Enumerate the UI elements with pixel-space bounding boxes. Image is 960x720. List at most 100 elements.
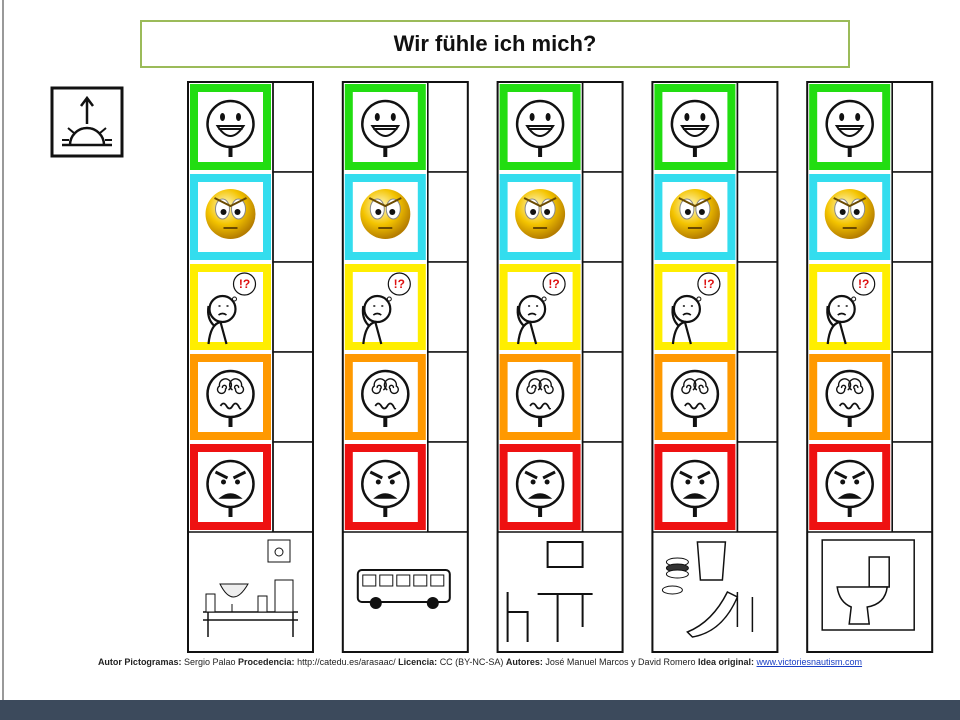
checkbox[interactable] bbox=[427, 351, 469, 443]
spiral bbox=[538, 378, 554, 395]
bus-window bbox=[430, 574, 445, 587]
checkbox[interactable] bbox=[272, 261, 314, 353]
credit-label: Autores: bbox=[505, 657, 543, 667]
eye bbox=[544, 479, 550, 485]
checkbox[interactable] bbox=[581, 261, 624, 353]
brow bbox=[834, 470, 866, 480]
mouth bbox=[684, 402, 706, 410]
column-border bbox=[806, 81, 934, 653]
sun-icon bbox=[50, 86, 124, 158]
spiral bbox=[383, 378, 399, 395]
checkbox[interactable] bbox=[891, 171, 933, 263]
glass bbox=[205, 593, 216, 613]
day-column: !? bbox=[806, 81, 934, 653]
wheel bbox=[369, 597, 382, 609]
pupil bbox=[544, 209, 551, 215]
slide bbox=[686, 590, 754, 638]
credit-link[interactable]: www.victoriesnautism.com bbox=[756, 657, 863, 667]
credit-text: José Manuel Marcos y David Romero bbox=[545, 657, 696, 667]
checkbox[interactable] bbox=[736, 441, 779, 533]
eye bbox=[236, 113, 241, 121]
frame bbox=[821, 539, 915, 631]
features bbox=[372, 305, 384, 316]
checkbox[interactable] bbox=[581, 441, 624, 533]
checkbox[interactable] bbox=[581, 81, 624, 173]
toilet bbox=[836, 586, 889, 625]
checkbox[interactable] bbox=[581, 171, 624, 263]
pupil bbox=[375, 209, 382, 215]
bus-window bbox=[379, 574, 394, 587]
spiral bbox=[836, 378, 852, 395]
spiral bbox=[216, 378, 233, 395]
tank bbox=[868, 556, 890, 588]
column-border bbox=[341, 81, 469, 653]
checkbox[interactable] bbox=[736, 171, 779, 263]
bubble bbox=[387, 272, 411, 296]
spiral bbox=[228, 378, 245, 395]
credit-text: CC (BY-NC-SA) bbox=[439, 657, 504, 667]
checkbox[interactable] bbox=[272, 441, 314, 533]
head bbox=[363, 294, 392, 324]
checkbox[interactable] bbox=[272, 81, 314, 173]
pupil bbox=[839, 209, 846, 215]
mouth bbox=[219, 402, 242, 410]
eye bbox=[529, 113, 535, 121]
eye bbox=[700, 113, 706, 121]
day-column: !? bbox=[496, 81, 624, 653]
checkbox[interactable] bbox=[891, 351, 933, 443]
bubble-text: !? bbox=[548, 277, 559, 291]
eye bbox=[684, 113, 690, 121]
checkbox[interactable] bbox=[891, 81, 933, 173]
brow bbox=[523, 197, 557, 208]
taskbar-strip bbox=[0, 700, 960, 720]
eye bbox=[220, 113, 225, 121]
plate bbox=[661, 585, 683, 595]
pupil bbox=[389, 209, 396, 215]
eye bbox=[839, 113, 845, 121]
features bbox=[837, 305, 848, 316]
mouth bbox=[529, 402, 551, 410]
bubble-dot bbox=[386, 296, 392, 302]
mouth bbox=[837, 493, 862, 499]
mouth bbox=[834, 125, 865, 137]
checkbox[interactable] bbox=[891, 261, 933, 353]
checkbox[interactable] bbox=[736, 81, 779, 173]
checkbox[interactable] bbox=[272, 171, 314, 263]
glass bbox=[696, 541, 727, 581]
checkbox[interactable] bbox=[427, 441, 469, 533]
checkbox[interactable] bbox=[427, 171, 469, 263]
credit-text: Sergio Palao bbox=[183, 657, 236, 667]
credit-label: Procedencia: bbox=[238, 657, 295, 667]
spiral bbox=[848, 378, 864, 395]
bus-window bbox=[413, 574, 428, 587]
checkbox[interactable] bbox=[581, 351, 624, 443]
body bbox=[361, 305, 383, 345]
eye bbox=[854, 479, 860, 485]
eye bbox=[374, 113, 380, 121]
eye bbox=[545, 113, 551, 121]
checkbox[interactable] bbox=[427, 81, 469, 173]
head bbox=[517, 294, 547, 324]
spiral bbox=[371, 378, 387, 395]
brow bbox=[678, 197, 712, 208]
spiral bbox=[681, 378, 697, 395]
checkbox[interactable] bbox=[736, 351, 779, 443]
cookie bbox=[665, 569, 689, 579]
mouth bbox=[680, 125, 710, 137]
bubble-text: !? bbox=[239, 277, 250, 291]
title-box: Wir fühle ich mich? bbox=[140, 20, 850, 68]
checkbox[interactable] bbox=[427, 261, 469, 353]
body bbox=[671, 305, 692, 345]
column-border bbox=[651, 81, 779, 653]
brow bbox=[214, 197, 247, 208]
day-column: !? bbox=[187, 81, 314, 653]
checkbox[interactable] bbox=[736, 261, 779, 353]
title: Wir fühle ich mich? bbox=[393, 31, 597, 56]
bubble-dot bbox=[541, 296, 547, 302]
bubble-text: !? bbox=[703, 277, 714, 291]
checkbox[interactable] bbox=[272, 351, 314, 443]
pupil bbox=[698, 209, 705, 215]
bubble-dot bbox=[851, 296, 857, 302]
checkbox[interactable] bbox=[891, 441, 933, 533]
